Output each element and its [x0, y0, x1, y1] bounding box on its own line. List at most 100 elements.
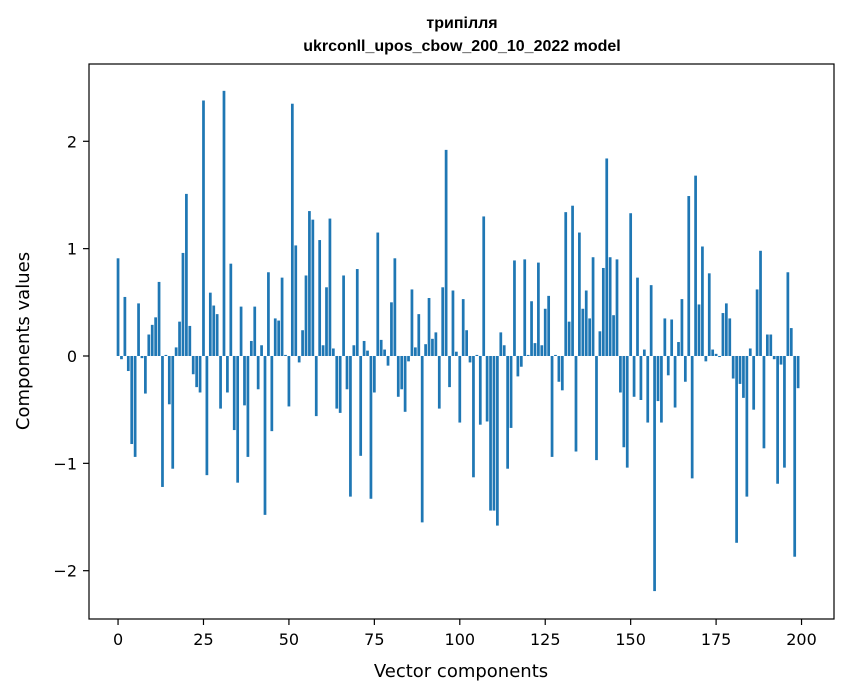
bar-component-17 — [174, 347, 178, 356]
bar-component-147 — [619, 355, 622, 393]
bar-component-12 — [157, 281, 161, 356]
bar-component-16 — [171, 355, 175, 469]
plot-frame — [88, 63, 835, 620]
x-tick-label: 75 — [364, 630, 384, 649]
bar-component-4 — [130, 355, 134, 445]
bar-component-158 — [656, 355, 660, 402]
bar-component-22 — [191, 355, 195, 375]
bar-component-27 — [208, 292, 212, 356]
y-tick-label: 0 — [67, 347, 77, 366]
bar-component-21 — [188, 325, 192, 356]
x-tick-label: 100 — [445, 630, 476, 649]
bar-component-126 — [547, 295, 551, 356]
bar-component-151 — [632, 355, 636, 397]
bar-component-28 — [212, 305, 216, 356]
bar-component-104 — [472, 355, 475, 478]
bar-component-54 — [301, 330, 304, 356]
bar-component-198 — [793, 355, 797, 557]
bar-component-90 — [424, 344, 427, 356]
bar-component-32 — [226, 355, 229, 393]
bar-component-150 — [629, 213, 633, 356]
bar-component-11 — [154, 317, 157, 356]
bar-component-81 — [393, 258, 397, 356]
bar-component-67 — [345, 355, 349, 390]
bar-component-97 — [448, 355, 451, 388]
bar-component-89 — [420, 355, 424, 523]
bar-component-179 — [728, 318, 732, 356]
bar-component-121 — [530, 301, 533, 356]
bar-component-56 — [308, 211, 311, 356]
bar-component-8 — [144, 355, 147, 394]
bar-component-132 — [567, 321, 571, 356]
bar-component-130 — [560, 355, 564, 391]
bar-component-161 — [666, 355, 670, 376]
bar-component-141 — [598, 331, 602, 356]
bar-component-165 — [680, 299, 684, 356]
bar-component-159 — [660, 355, 663, 423]
bar-component-153 — [639, 355, 643, 400]
bar-component-190 — [765, 334, 769, 356]
x-tick-label: 175 — [701, 630, 732, 649]
bar-component-162 — [670, 319, 674, 356]
bar-component-45 — [270, 355, 274, 432]
bar-component-6 — [137, 303, 140, 356]
y-axis-label: Components values — [13, 252, 34, 430]
bar-component-169 — [694, 175, 697, 356]
bar-component-25 — [202, 100, 205, 356]
y-tick-label: 2 — [67, 132, 77, 151]
bar-component-192 — [772, 355, 776, 360]
bar-component-114 — [506, 355, 509, 469]
bar-component-115 — [509, 355, 513, 428]
bar-component-33 — [229, 263, 233, 356]
bar-component-64 — [335, 355, 339, 409]
bar-component-34 — [232, 355, 236, 431]
bar-component-79 — [386, 355, 390, 366]
bar-component-15 — [167, 355, 171, 405]
x-axis-label: Vector components — [374, 661, 548, 682]
bar-component-124 — [540, 345, 544, 356]
x-axis-ticks: 0 25 50 75 100 125 150 175 200 — [113, 619, 817, 649]
bar-component-184 — [745, 355, 749, 497]
bar-component-160 — [663, 318, 667, 356]
bar-component-113 — [502, 345, 506, 356]
bar-component-77 — [379, 339, 383, 356]
bar-component-13 — [161, 355, 164, 487]
bar-component-52 — [294, 245, 298, 356]
bar-component-154 — [642, 349, 646, 356]
bar-component-178 — [724, 303, 728, 356]
bar-component-96 — [444, 149, 448, 356]
bar-component-41 — [256, 355, 260, 390]
bar-component-84 — [403, 355, 407, 412]
bar-component-187 — [755, 289, 759, 356]
bar-component-163 — [673, 355, 677, 408]
bar-component-83 — [400, 355, 404, 390]
bar-component-5 — [133, 355, 137, 457]
bar-component-111 — [496, 355, 499, 526]
bar-component-145 — [612, 315, 615, 356]
bar-component-129 — [557, 355, 561, 382]
bar-component-48 — [280, 277, 284, 356]
bar-component-65 — [338, 355, 342, 413]
bar-component-156 — [649, 285, 653, 356]
bar-component-24 — [198, 355, 202, 393]
bar-component-170 — [697, 304, 701, 356]
bar-component-0 — [116, 258, 120, 356]
bar-component-168 — [690, 355, 694, 479]
bar-component-7 — [140, 355, 144, 359]
bar-component-98 — [451, 290, 455, 356]
bar-component-139 — [591, 257, 595, 356]
bar-component-75 — [372, 355, 376, 393]
bar-component-106 — [478, 355, 482, 425]
bar-component-37 — [243, 355, 246, 406]
bar-component-49 — [284, 354, 287, 356]
bar-component-87 — [414, 347, 417, 356]
bar-component-47 — [277, 320, 281, 356]
bar-component-60 — [321, 345, 325, 356]
bar-component-146 — [615, 259, 619, 356]
bar-component-134 — [574, 355, 578, 452]
bar-component-189 — [762, 355, 766, 449]
bar-component-70 — [355, 269, 359, 356]
bar-component-109 — [489, 355, 492, 511]
bar-component-136 — [581, 308, 585, 356]
